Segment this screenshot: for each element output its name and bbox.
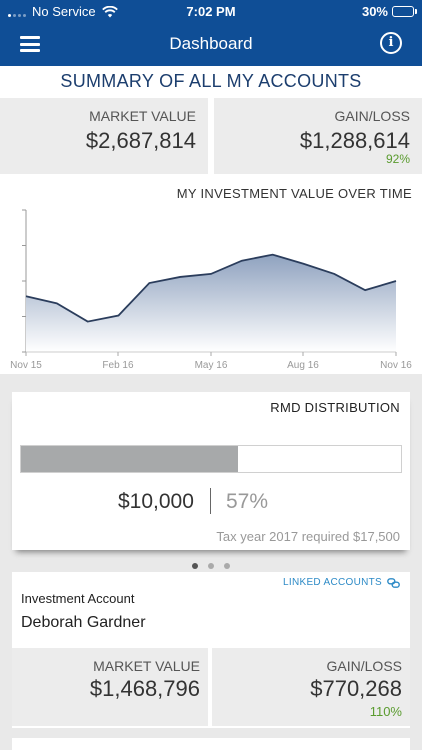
link-icon — [387, 577, 400, 588]
x-tick-label: Nov 16 — [380, 360, 412, 371]
chart-title: MY INVESTMENT VALUE OVER TIME — [176, 186, 412, 201]
account-gain-loss-percent: 110% — [369, 704, 402, 719]
gain-loss-amount: $1,288,614 — [299, 128, 410, 153]
rmd-amount: $10,000 — [118, 490, 194, 513]
market-value-label: MARKET VALUE — [89, 108, 196, 124]
account-market-value-amount: $1,468,796 — [89, 676, 200, 701]
hamburger-menu-icon[interactable] — [20, 34, 40, 54]
status-right: 30% — [361, 4, 417, 19]
linked-accounts-link[interactable]: LINKED ACCOUNTS — [283, 577, 400, 588]
account-gain-loss-amount: $770,268 — [310, 676, 402, 701]
account-gain-loss-label: GAIN/LOSS — [326, 658, 402, 674]
wifi-icon — [101, 5, 118, 17]
battery-icon — [392, 6, 417, 17]
rmd-progress-bar — [20, 445, 402, 473]
rmd-progress-fill — [21, 446, 238, 472]
account-holder-name: Deborah Gardner — [21, 614, 146, 631]
x-tick-label: Feb 16 — [102, 360, 134, 371]
rmd-divider — [210, 488, 211, 514]
x-tick-label: Nov 15 — [10, 360, 42, 371]
account-type: Investment Account — [21, 591, 135, 606]
x-tick-label: May 16 — [195, 360, 228, 371]
gain-loss-label: GAIN/LOSS — [334, 108, 410, 124]
rmd-title: RMD DISTRIBUTION — [270, 400, 400, 415]
info-icon[interactable]: i — [380, 32, 402, 54]
rmd-note: Tax year 2017 required $17,500 — [216, 529, 400, 544]
linked-accounts-label: LINKED ACCOUNTS — [283, 577, 382, 588]
account-card[interactable]: LINKED ACCOUNTS Investment Account Debor… — [12, 572, 410, 728]
rmd-percent: 57% — [226, 490, 269, 513]
gain-loss-tile[interactable]: GAIN/LOSS $1,288,614 92% — [214, 98, 422, 174]
rmd-distribution-card[interactable]: RMD DISTRIBUTION $10,000 57% Tax year 20… — [12, 392, 410, 550]
page-dot[interactable] — [224, 563, 230, 569]
page-dot[interactable] — [208, 563, 214, 569]
x-tick-label: Aug 16 — [287, 360, 319, 371]
investment-chart-card[interactable]: MY INVESTMENT VALUE OVER TIME Nov 15 Feb … — [0, 176, 422, 374]
carrier-label: No Service — [32, 4, 96, 19]
page-indicator[interactable] — [0, 563, 422, 569]
status-bar: No Service 7:02 PM 30% — [0, 0, 422, 24]
page-title: Dashboard — [169, 34, 253, 53]
status-left: No Service — [8, 4, 118, 19]
market-value-amount: $2,687,814 — [85, 128, 196, 153]
page-dot[interactable] — [192, 563, 198, 569]
account-market-value-label: MARKET VALUE — [93, 658, 200, 674]
account-gain-loss-tile[interactable]: GAIN/LOSS $770,268 110% — [212, 648, 410, 726]
gain-loss-percent: 92% — [385, 152, 410, 166]
signal-icon — [8, 7, 26, 17]
nav-bar: Dashboard i — [0, 24, 422, 66]
battery-percent: 30% — [361, 4, 388, 19]
next-account-card[interactable] — [12, 738, 410, 750]
investment-value-chart: Nov 15 Feb 16 May 16 Aug 16 Nov 16 — [10, 209, 412, 371]
summary-heading: SUMMARY OF ALL MY ACCOUNTS — [0, 66, 422, 96]
account-market-value-tile[interactable]: MARKET VALUE $1,468,796 — [12, 648, 208, 726]
market-value-tile[interactable]: MARKET VALUE $2,687,814 — [0, 98, 208, 174]
chart-area — [26, 254, 396, 352]
status-time: 7:02 PM — [186, 4, 236, 19]
summary-tiles: MARKET VALUE $2,687,814 GAIN/LOSS $1,288… — [0, 96, 422, 176]
